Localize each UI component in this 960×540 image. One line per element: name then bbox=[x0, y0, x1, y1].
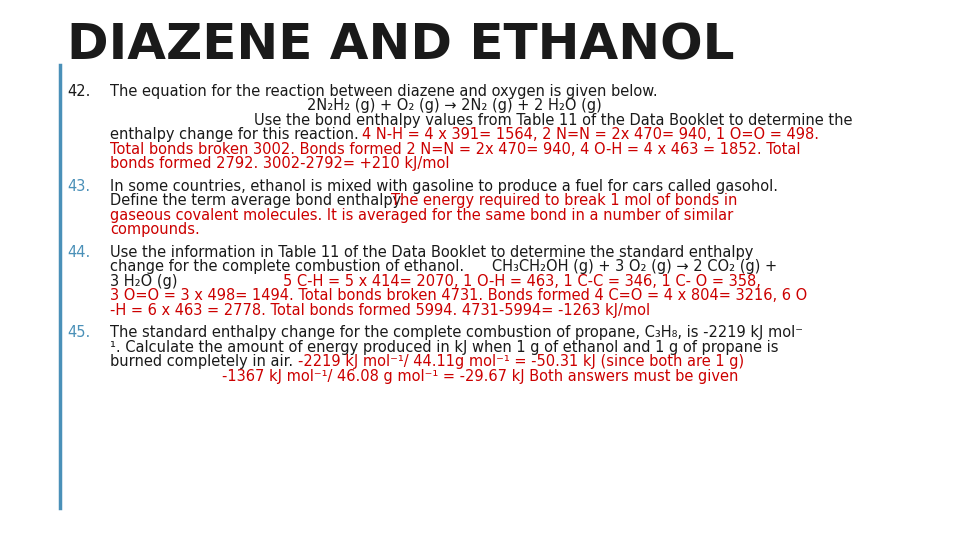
Text: DIAZENE AND ETHANOL: DIAZENE AND ETHANOL bbox=[67, 22, 734, 70]
Text: 2N₂H₂ (g) + O₂ (g) → 2N₂ (g) + 2 H₂O (g): 2N₂H₂ (g) + O₂ (g) → 2N₂ (g) + 2 H₂O (g) bbox=[307, 98, 602, 113]
Text: Use the bond enthalpy values from Table 11 of the Data Booklet to determine the: Use the bond enthalpy values from Table … bbox=[254, 113, 852, 127]
Text: -1367 kJ mol⁻¹/ 46.08 g mol⁻¹ = -29.67 kJ Both answers must be given: -1367 kJ mol⁻¹/ 46.08 g mol⁻¹ = -29.67 k… bbox=[222, 369, 738, 383]
Text: gaseous covalent molecules. It is averaged for the same bond in a number of simi: gaseous covalent molecules. It is averag… bbox=[110, 208, 733, 222]
Text: 4 N-H = 4 x 391= 1564, 2 N=N = 2x 470= 940, 1 O=O = 498.: 4 N-H = 4 x 391= 1564, 2 N=N = 2x 470= 9… bbox=[362, 127, 820, 142]
Text: compounds.: compounds. bbox=[110, 222, 200, 237]
Text: Use the information in Table 11 of the Data Booklet to determine the standard en: Use the information in Table 11 of the D… bbox=[110, 245, 754, 260]
Text: 3 O=O = 3 x 498= 1494. Total bonds broken 4731. Bonds formed 4 C=O = 4 x 804= 32: 3 O=O = 3 x 498= 1494. Total bonds broke… bbox=[110, 288, 807, 303]
Text: -2219 kJ mol⁻¹/ 44.11g mol⁻¹ = -50.31 kJ (since both are 1 g): -2219 kJ mol⁻¹/ 44.11g mol⁻¹ = -50.31 kJ… bbox=[298, 354, 744, 369]
Text: The standard enthalpy change for the complete combustion of propane, C₃H₈, is -2: The standard enthalpy change for the com… bbox=[110, 325, 804, 340]
Text: 45.: 45. bbox=[67, 325, 90, 340]
Text: bonds formed 2792. 3002-2792= +210 kJ/mol: bonds formed 2792. 3002-2792= +210 kJ/mo… bbox=[110, 156, 450, 171]
Text: burned completely in air.: burned completely in air. bbox=[110, 354, 299, 369]
Text: enthalpy change for this reaction.: enthalpy change for this reaction. bbox=[110, 127, 364, 142]
Text: -H = 6 x 463 = 2778. Total bonds formed 5994. 4731-5994= -1263 kJ/mol: -H = 6 x 463 = 2778. Total bonds formed … bbox=[110, 302, 651, 318]
Text: 43.: 43. bbox=[67, 179, 90, 194]
Text: Define the term average bond enthalpy.: Define the term average bond enthalpy. bbox=[110, 193, 409, 208]
Text: ¹. Calculate the amount of energy produced in kJ when 1 g of ethanol and 1 g of : ¹. Calculate the amount of energy produc… bbox=[110, 340, 779, 355]
Text: 44.: 44. bbox=[67, 245, 90, 260]
Text: In some countries, ethanol is mixed with gasoline to produce a fuel for cars cal: In some countries, ethanol is mixed with… bbox=[110, 179, 779, 194]
Text: change for the complete combustion of ethanol.      CH₃CH₂OH (g) + 3 O₂ (g) → 2 : change for the complete combustion of et… bbox=[110, 259, 778, 274]
Text: 3 H₂O (g): 3 H₂O (g) bbox=[110, 274, 248, 289]
Text: Total bonds broken 3002. Bonds formed 2 N=N = 2x 470= 940, 4 O-H = 4 x 463 = 185: Total bonds broken 3002. Bonds formed 2 … bbox=[110, 141, 801, 157]
Text: 42.: 42. bbox=[67, 84, 90, 99]
Text: The energy required to break 1 mol of bonds in: The energy required to break 1 mol of bo… bbox=[392, 193, 737, 208]
Text: The equation for the reaction between diazene and oxygen is given below.: The equation for the reaction between di… bbox=[110, 84, 658, 99]
Text: 5 C-H = 5 x 414= 2070, 1 O-H = 463, 1 C-C = 346, 1 C- O = 358,: 5 C-H = 5 x 414= 2070, 1 O-H = 463, 1 C-… bbox=[283, 274, 761, 289]
